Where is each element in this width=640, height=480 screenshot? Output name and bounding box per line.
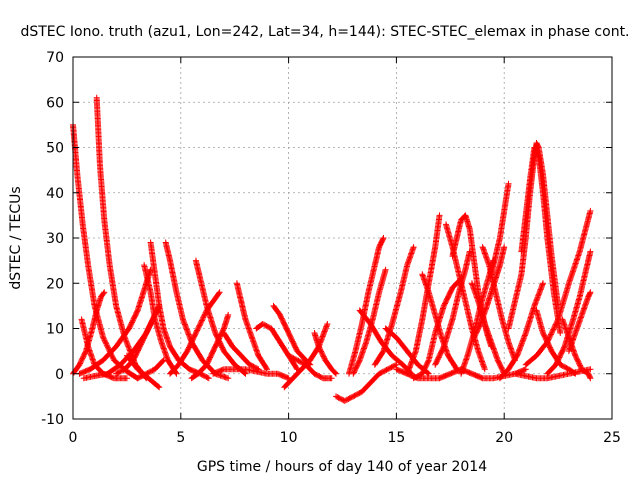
data-point-markers xyxy=(479,244,518,364)
data-arc xyxy=(285,352,335,382)
data-arc xyxy=(134,357,167,382)
data-arc xyxy=(76,266,154,377)
y-tick-label: 40 xyxy=(46,186,64,202)
data-point-markers xyxy=(270,302,314,368)
data-arc xyxy=(522,207,594,368)
y-tick-label: 0 xyxy=(55,367,64,383)
data-point-markers xyxy=(134,357,167,382)
data-series xyxy=(70,94,594,404)
data-point-markers xyxy=(356,307,415,377)
data-point-markers xyxy=(233,280,270,373)
data-arc xyxy=(333,361,400,404)
data-arc xyxy=(371,244,417,368)
data-arc xyxy=(565,289,594,355)
data-point-markers xyxy=(522,207,594,368)
data-point-markers xyxy=(311,330,339,377)
x-tick-label: 0 xyxy=(69,430,78,446)
data-arc xyxy=(479,244,518,364)
data-arc xyxy=(188,311,232,382)
data-point-markers xyxy=(210,366,292,382)
axis-ticks: 0 5 10 15 20 25 -10 0 10 20 30 40 50 60 70 xyxy=(41,50,621,446)
data-arc xyxy=(419,271,460,373)
data-point-markers xyxy=(188,311,232,382)
data-arc xyxy=(233,280,270,373)
x-tick-label: 15 xyxy=(387,430,405,446)
y-tick-label: 50 xyxy=(46,141,64,157)
y-axis-title: dSTEC / TECUs xyxy=(8,186,24,289)
chart-title: dSTEC Iono. truth (azu1, Lon=242, Lat=34… xyxy=(20,24,629,40)
y-tick-label: 10 xyxy=(46,322,64,338)
data-point-markers xyxy=(333,361,400,404)
data-point-markers xyxy=(559,316,594,382)
data-arc xyxy=(220,330,262,373)
data-point-markers xyxy=(76,266,154,377)
data-arc xyxy=(210,366,292,382)
data-point-markers xyxy=(350,266,389,377)
x-tick-label: 20 xyxy=(495,430,513,446)
data-arc xyxy=(518,144,564,336)
data-point-markers xyxy=(565,289,594,355)
y-tick-label: 70 xyxy=(46,50,64,66)
y-tick-label: 30 xyxy=(46,231,64,247)
grid-lines xyxy=(73,57,612,419)
data-arc xyxy=(356,307,415,377)
data-point-markers xyxy=(419,271,460,373)
data-arc xyxy=(393,366,465,382)
data-point-markers xyxy=(518,144,564,336)
x-tick-label: 5 xyxy=(176,430,185,446)
data-point-markers xyxy=(371,244,417,368)
data-point-markers xyxy=(285,352,335,382)
y-tick-label: -10 xyxy=(41,412,64,428)
x-tick-label: 25 xyxy=(603,430,621,446)
data-arc xyxy=(350,266,389,377)
data-arc xyxy=(559,316,594,382)
data-arc xyxy=(270,302,314,368)
data-arc xyxy=(311,330,339,377)
x-tick-label: 10 xyxy=(280,430,298,446)
y-tick-label: 60 xyxy=(46,95,64,111)
data-point-markers xyxy=(220,330,262,373)
y-tick-label: 20 xyxy=(46,276,64,292)
x-axis-title: GPS time / hours of day 140 of year 2014 xyxy=(197,459,487,475)
data-point-markers xyxy=(393,366,465,382)
